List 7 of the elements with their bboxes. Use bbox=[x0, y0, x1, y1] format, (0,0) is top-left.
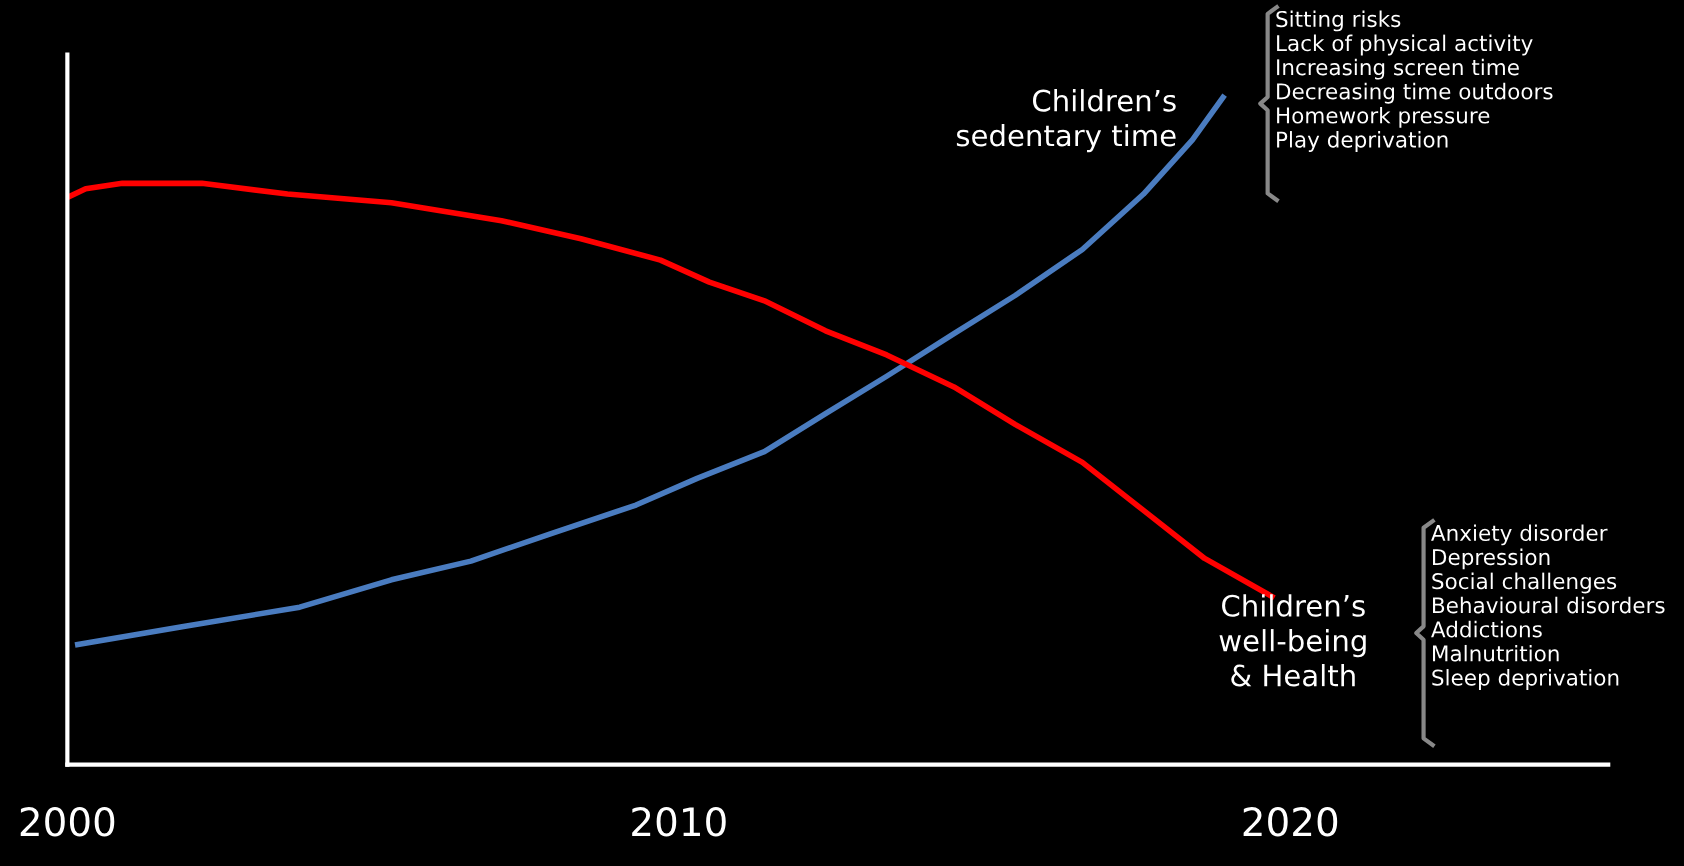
x-tick-label: 2010 bbox=[632, 807, 726, 837]
annotation: Anxiety disorder Depression Social challenges Behavioural disorders Addictions Malnutrition Sleep deprivation bbox=[1431, 524, 1665, 690]
series-label: Children’s sedentary time bbox=[956, 89, 1176, 153]
x-tick-label: 2000 bbox=[20, 807, 115, 837]
series-label: Children’s well-being & Health bbox=[1219, 594, 1366, 687]
x-tick-label: 2020 bbox=[1243, 807, 1338, 837]
annotation: Sitting risks Lack of physical activity Increasing screen time Decreasing time outdoors Homework pressure Play deprivation bbox=[1276, 10, 1553, 152]
